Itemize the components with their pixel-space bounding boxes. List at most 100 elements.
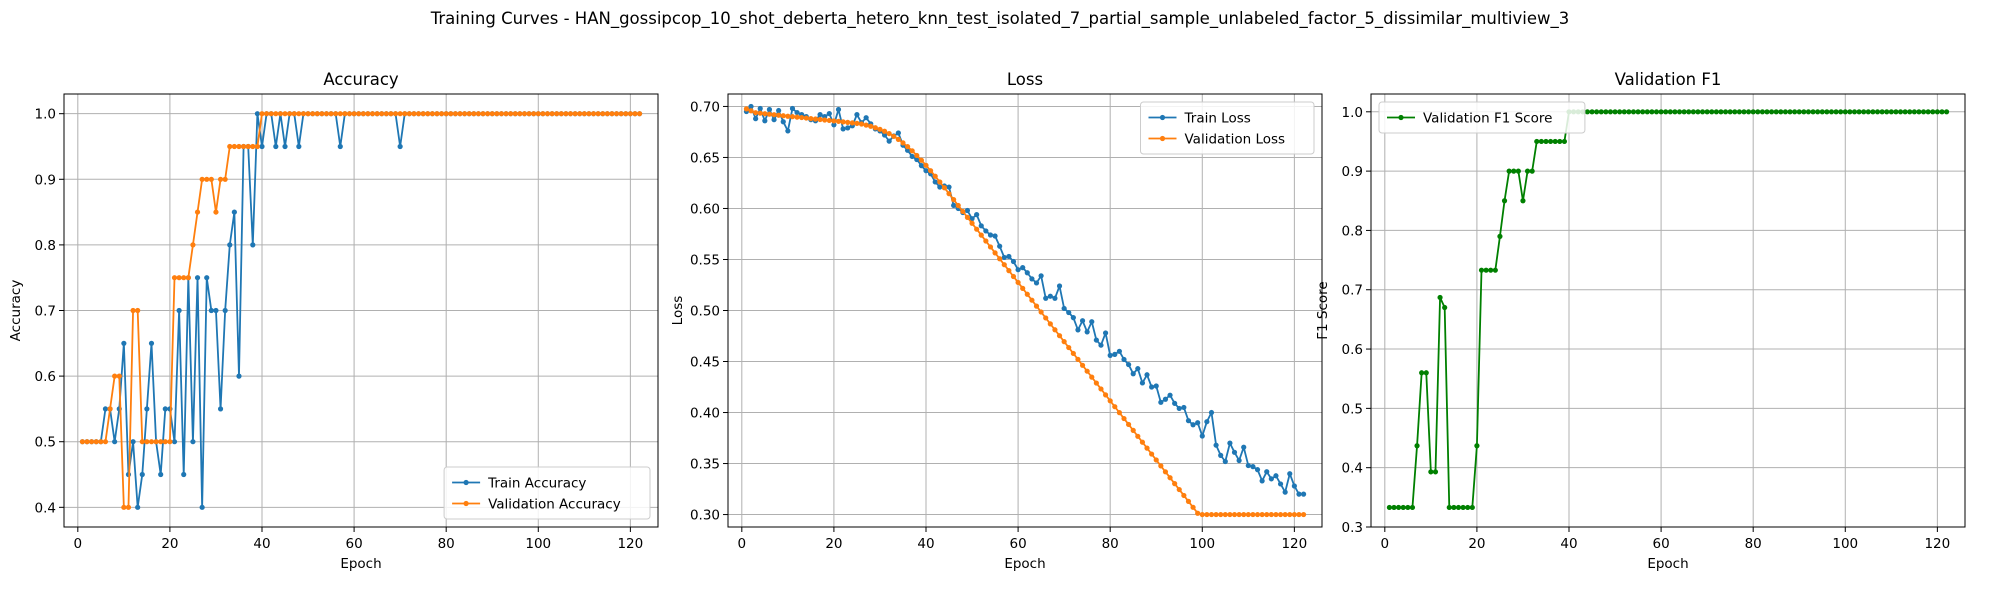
validation-loss-point <box>955 202 961 209</box>
accuracy-y-tick-label: 0.8 <box>35 238 56 254</box>
train-loss-point <box>1296 491 1302 497</box>
train-loss-point <box>1199 433 1205 439</box>
validation-accuracy-point <box>471 111 477 117</box>
validation-accuracy-point <box>567 111 574 117</box>
validation-loss-point <box>1204 511 1210 518</box>
train-loss-point <box>1098 342 1104 348</box>
validation-accuracy-point <box>448 111 454 117</box>
validation-f1-score-point <box>1534 138 1540 145</box>
validation-loss-point <box>1273 511 1279 518</box>
validation-f1-score-point <box>1847 109 1853 115</box>
validation-loss-point <box>858 121 865 127</box>
validation-loss-point <box>928 168 934 174</box>
validation-f1-score-point <box>1478 267 1485 273</box>
validation-accuracy-point <box>383 111 389 117</box>
validation-f1-score-point <box>1810 109 1816 115</box>
validation-f1-score-point <box>1419 370 1425 376</box>
validation-accuracy-point <box>618 111 624 117</box>
validation-accuracy-point <box>190 242 196 248</box>
validation-loss-legend-marker <box>1159 135 1166 142</box>
validation-loss-point <box>1075 356 1081 362</box>
train-loss-point <box>918 163 925 169</box>
validation-loss-point <box>1296 511 1302 518</box>
train-loss-legend-marker <box>1159 114 1166 121</box>
validation-accuracy-point <box>148 439 155 445</box>
validation-accuracy-point <box>369 111 376 117</box>
validation-f1-score-point <box>1594 109 1600 115</box>
validation-accuracy-point <box>627 111 633 117</box>
train-loss-point <box>1139 380 1146 386</box>
validation-loss-point <box>900 140 906 146</box>
train-loss-point <box>1259 478 1265 484</box>
validation-accuracy-point <box>153 439 159 445</box>
validation-f1-x-tick-label: 60 <box>1652 536 1669 552</box>
train-accuracy-point <box>194 275 201 281</box>
validation-f1-score-point <box>1870 109 1876 115</box>
validation-loss-point <box>803 115 809 121</box>
validation-f1-score-point <box>1391 504 1397 511</box>
train-loss-point <box>1015 267 1021 273</box>
train-loss-point <box>1277 481 1284 487</box>
validation-f1-score-point <box>1704 109 1710 115</box>
loss-x-tick-label: 40 <box>917 536 934 552</box>
validation-accuracy-point <box>517 111 523 117</box>
train-loss-point <box>748 103 754 110</box>
accuracy-title: Accuracy <box>323 70 399 89</box>
validation-loss-point <box>1287 511 1293 518</box>
validation-f1-score-point <box>1815 109 1821 115</box>
accuracy-panel: 0 20 40 60 80 100 120 0.4 0.5 0.6 0.7 0.8 0.9 1.0 Accu… <box>8 70 659 572</box>
train-loss-point <box>1250 464 1256 470</box>
validation-loss-point <box>776 112 782 118</box>
validation-accuracy-point <box>222 176 228 182</box>
accuracy-x-tick-label: 100 <box>525 536 551 552</box>
validation-f1-score-point <box>1888 109 1894 115</box>
validation-f1-score-point <box>1644 109 1650 115</box>
train-loss-point <box>789 105 796 112</box>
validation-accuracy-point <box>171 275 178 281</box>
validation-loss-point <box>974 226 980 232</box>
validation-f1-y-tick-label: 0.3 <box>1342 520 1363 536</box>
validation-loss-point <box>1144 445 1150 451</box>
validation-loss-point <box>1149 451 1155 457</box>
train-loss-point <box>835 106 842 113</box>
validation-f1-score-point <box>1773 109 1779 115</box>
validation-loss-point <box>1112 404 1118 410</box>
validation-f1-score-point <box>1543 138 1549 145</box>
train-loss-point <box>1093 337 1099 343</box>
train-loss-point <box>1227 440 1233 446</box>
validation-accuracy-point <box>411 111 417 117</box>
validation-accuracy-point <box>623 111 629 117</box>
validation-loss-point <box>780 113 786 119</box>
validation-loss-point <box>1038 309 1044 315</box>
validation-accuracy-point <box>577 111 583 117</box>
train-loss-point <box>1185 418 1192 424</box>
validation-accuracy-point <box>613 111 620 117</box>
validation-accuracy-point <box>397 111 403 117</box>
validation-f1-score-point <box>1755 109 1761 115</box>
validation-loss-point <box>1061 339 1067 345</box>
validation-loss-point <box>1268 511 1274 518</box>
loss-y-tick-label: 0.70 <box>690 99 720 115</box>
validation-loss-point <box>923 162 929 168</box>
validation-accuracy-point <box>402 111 408 117</box>
loss-y-tick-label: 0.30 <box>690 508 720 524</box>
train-loss-point <box>946 184 952 190</box>
validation-loss-point <box>822 117 828 123</box>
validation-accuracy-point <box>337 111 343 117</box>
validation-loss-point <box>1158 463 1164 469</box>
validation-accuracy-point <box>158 439 164 445</box>
validation-loss-point <box>849 120 855 126</box>
validation-loss-point <box>997 256 1003 262</box>
validation-loss-point <box>1222 511 1228 518</box>
validation-f1-y-axis-label: F1 Score <box>1315 281 1331 339</box>
train-accuracy-point <box>227 242 233 248</box>
train-accuracy-point <box>158 471 164 478</box>
train-accuracy-point <box>282 143 288 150</box>
validation-loss-point <box>1020 285 1026 291</box>
validation-f1-score-point <box>1943 109 1950 115</box>
validation-loss-point <box>1102 392 1109 398</box>
train-accuracy-point <box>181 471 187 478</box>
train-loss-point <box>1273 473 1279 479</box>
validation-accuracy-point <box>494 111 500 117</box>
